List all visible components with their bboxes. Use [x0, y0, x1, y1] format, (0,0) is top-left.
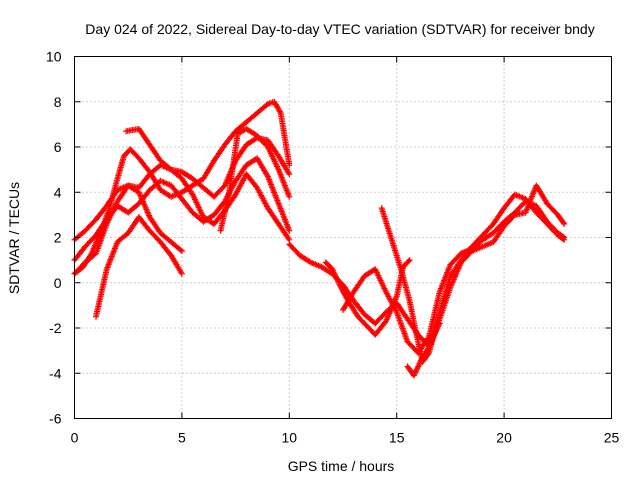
y-tick-label: -2 [49, 320, 62, 336]
series-arc-11 [404, 182, 568, 379]
y-tick-label: 6 [54, 139, 62, 155]
x-tick-label: 15 [389, 430, 405, 446]
y-tick-label: 2 [54, 230, 62, 246]
x-tick-label: 0 [71, 430, 79, 446]
y-tick-label: -4 [49, 365, 62, 381]
y-tick-label: 4 [54, 184, 62, 200]
series-arc-8 [286, 241, 443, 350]
y-axis-label: SDTVAR / TECUs [6, 182, 22, 294]
y-tick-label: -6 [49, 411, 62, 427]
chart-title: Day 024 of 2022, Sidereal Day-to-day VTE… [85, 21, 594, 37]
data-point-markers [93, 214, 185, 320]
y-tick-label: 10 [46, 49, 62, 65]
x-axis-label: GPS time / hours [288, 458, 395, 474]
axis-ticks [74, 56, 612, 419]
x-tick-label: 25 [604, 430, 620, 446]
y-tick-labels: -6 -4 -2 0 2 4 6 8 10 [46, 49, 62, 427]
y-tick-label: 0 [54, 275, 62, 291]
x-tick-label: 10 [282, 430, 298, 446]
data-point-markers [404, 182, 568, 379]
y-tick-label: 8 [54, 94, 62, 110]
data-points [71, 98, 568, 379]
series-arc-4 [93, 214, 185, 320]
series-arc-7 [217, 125, 293, 234]
data-point-markers [322, 257, 413, 338]
x-tick-label: 5 [178, 430, 186, 446]
x-tick-label: 20 [496, 430, 512, 446]
data-point-markers [217, 125, 293, 234]
series-arc-12 [322, 257, 413, 338]
x-tick-labels: 0 5 10 15 20 25 [71, 430, 620, 446]
data-point-markers [286, 241, 443, 350]
